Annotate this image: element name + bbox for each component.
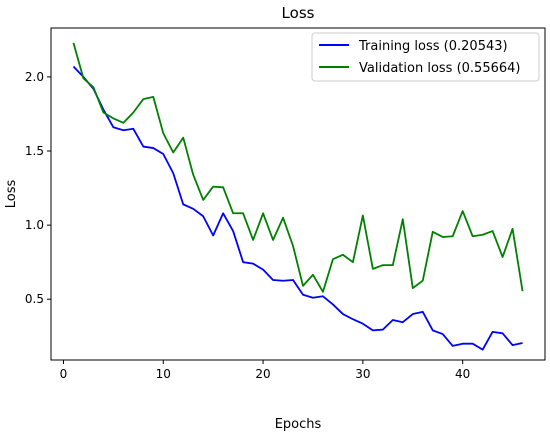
- x-tick-label: 10: [156, 367, 171, 381]
- chart-title: Loss: [282, 4, 315, 22]
- legend-label-training: Training loss (0.20543): [358, 39, 508, 54]
- plot-area: [50, 27, 546, 361]
- y-tick-label: 0.5: [25, 292, 44, 306]
- x-tick-label: 20: [255, 367, 270, 381]
- legend-box: [311, 32, 540, 82]
- x-axis-title: Epochs: [275, 417, 322, 432]
- x-tick-label: 40: [455, 367, 470, 381]
- y-tick-label: 2.0: [25, 70, 44, 84]
- legend-label-validation: Validation loss (0.55664): [359, 61, 520, 76]
- y-axis-title: Loss: [4, 180, 19, 209]
- validation-loss-line: [72, 42, 524, 293]
- y-tick-label: 1.0: [25, 218, 44, 232]
- x-tick-label: 30: [355, 367, 370, 381]
- x-axis: 0 10 20 30 40: [60, 360, 470, 381]
- plot-frame: [50, 27, 546, 361]
- legend: Training loss (0.20543) Validation loss …: [311, 32, 540, 82]
- training-loss-line: [72, 65, 523, 351]
- x-tick-label: 0: [60, 367, 68, 381]
- y-tick-label: 1.5: [25, 144, 44, 158]
- y-axis: 0.5 1.0 1.5 2.0: [25, 70, 51, 306]
- series-lines: [72, 42, 524, 351]
